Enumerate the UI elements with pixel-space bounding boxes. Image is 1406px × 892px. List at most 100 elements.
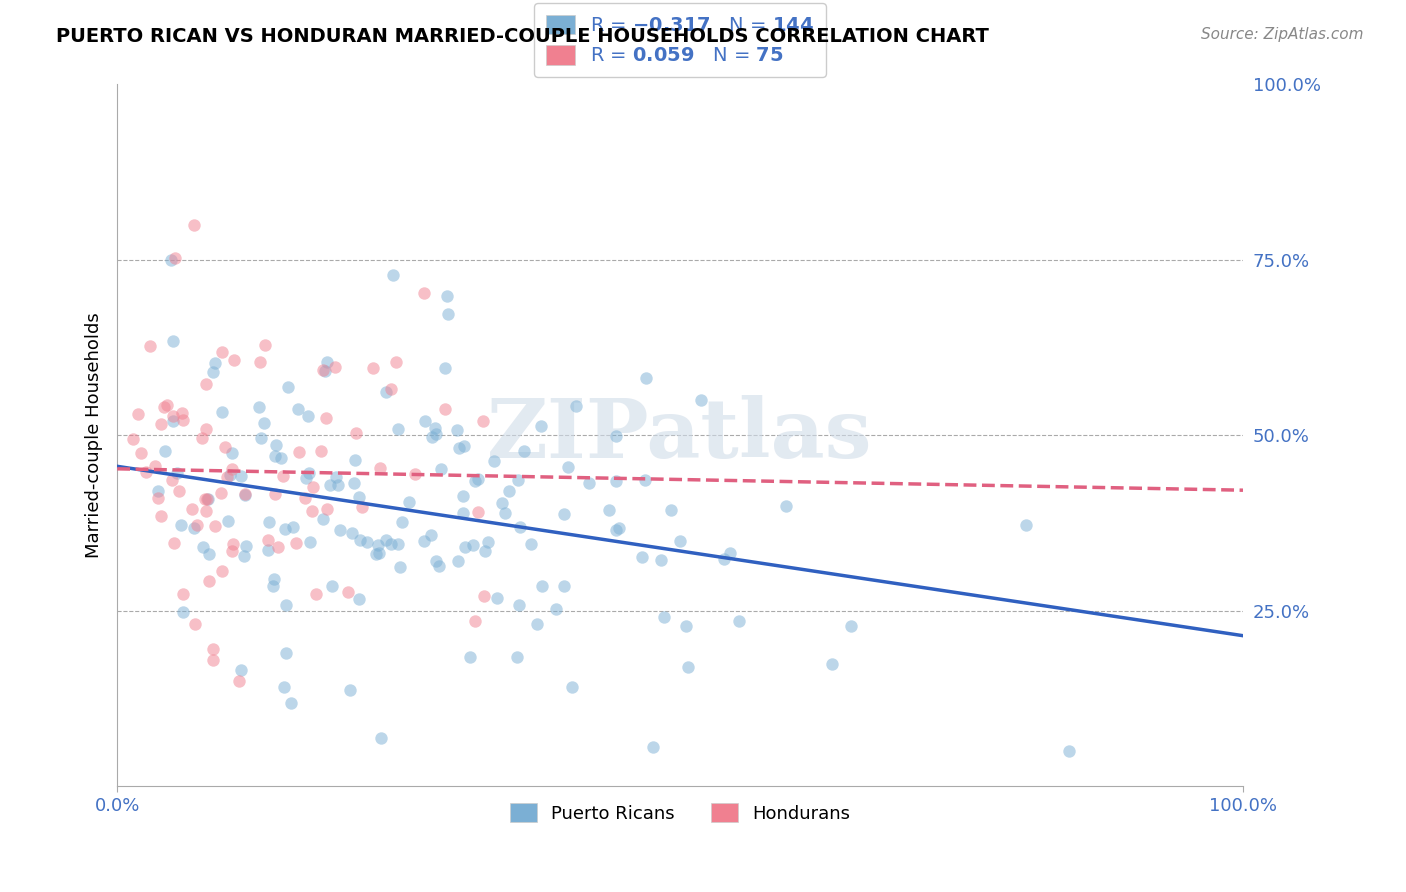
Point xyxy=(202,653,225,667)
Point xyxy=(578,476,600,491)
Point xyxy=(380,382,402,396)
Point xyxy=(316,355,339,369)
Point xyxy=(467,472,489,486)
Point xyxy=(287,402,309,417)
Point xyxy=(167,484,190,499)
Point xyxy=(561,680,583,694)
Point xyxy=(193,540,215,554)
Point xyxy=(172,587,194,601)
Point xyxy=(530,579,553,593)
Legend: Puerto Ricans, Hondurans: Puerto Ricans, Hondurans xyxy=(499,793,862,834)
Point xyxy=(149,508,172,523)
Point xyxy=(447,554,470,568)
Point xyxy=(276,598,298,612)
Point xyxy=(163,535,186,549)
Point xyxy=(398,495,420,509)
Point xyxy=(1059,744,1081,758)
Point xyxy=(598,503,620,517)
Point xyxy=(263,450,285,464)
Point xyxy=(413,414,436,428)
Point xyxy=(325,469,347,483)
Point xyxy=(454,540,477,554)
Point xyxy=(605,523,627,537)
Point xyxy=(162,414,184,428)
Point xyxy=(202,641,225,656)
Point xyxy=(235,539,257,553)
Point xyxy=(356,535,378,549)
Point xyxy=(467,505,489,519)
Point xyxy=(713,551,735,566)
Point xyxy=(172,406,194,420)
Point xyxy=(336,584,359,599)
Point xyxy=(186,518,208,533)
Point xyxy=(385,355,408,369)
Point xyxy=(280,696,302,710)
Point xyxy=(420,430,443,444)
Point xyxy=(425,554,447,568)
Point xyxy=(276,646,298,660)
Point xyxy=(391,515,413,529)
Point xyxy=(382,268,405,283)
Point xyxy=(194,492,217,507)
Point xyxy=(370,731,392,745)
Point xyxy=(217,470,239,484)
Point xyxy=(340,526,363,541)
Point xyxy=(636,371,658,385)
Point xyxy=(325,359,347,374)
Point xyxy=(294,491,316,505)
Point xyxy=(347,490,370,504)
Point xyxy=(214,440,236,454)
Point xyxy=(472,589,495,603)
Point xyxy=(217,514,239,528)
Point xyxy=(273,680,295,694)
Point xyxy=(277,380,299,394)
Point xyxy=(298,535,321,549)
Point xyxy=(204,356,226,370)
Point xyxy=(271,469,294,483)
Point xyxy=(209,486,232,500)
Point xyxy=(491,496,513,510)
Point xyxy=(841,619,863,633)
Point xyxy=(434,360,457,375)
Point xyxy=(204,519,226,533)
Point xyxy=(564,399,586,413)
Point xyxy=(195,492,218,507)
Point xyxy=(427,559,450,574)
Point xyxy=(146,484,169,499)
Point xyxy=(183,218,205,232)
Point xyxy=(314,364,336,378)
Point xyxy=(162,409,184,424)
Point xyxy=(160,252,183,267)
Point xyxy=(211,405,233,419)
Point xyxy=(343,475,366,490)
Point xyxy=(509,520,531,534)
Point xyxy=(375,384,398,399)
Point xyxy=(650,552,672,566)
Point xyxy=(197,574,219,588)
Point xyxy=(172,606,194,620)
Point xyxy=(221,462,243,476)
Point xyxy=(148,491,170,505)
Point xyxy=(222,352,245,367)
Point xyxy=(413,285,436,300)
Point xyxy=(326,478,349,492)
Point xyxy=(498,483,520,498)
Point xyxy=(634,473,657,487)
Point xyxy=(321,579,343,593)
Point xyxy=(183,520,205,534)
Point xyxy=(149,417,172,431)
Point xyxy=(520,537,543,551)
Text: ZIPatlas: ZIPatlas xyxy=(488,395,873,475)
Point xyxy=(195,377,218,392)
Point xyxy=(285,535,308,549)
Point xyxy=(263,572,285,586)
Point xyxy=(221,446,243,460)
Point xyxy=(294,471,316,485)
Point xyxy=(526,617,548,632)
Point xyxy=(659,503,682,517)
Point xyxy=(129,446,152,460)
Point xyxy=(229,469,252,483)
Point xyxy=(194,504,217,518)
Point xyxy=(259,515,281,529)
Point xyxy=(153,400,176,414)
